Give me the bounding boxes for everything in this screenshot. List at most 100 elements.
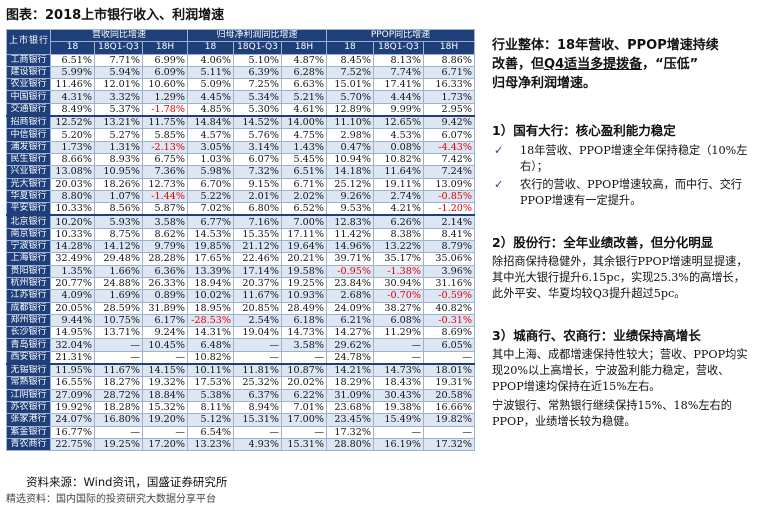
value-cell: 19.32% <box>142 376 188 390</box>
value-cell: 6.80% <box>233 202 282 216</box>
value-cell: 0.47% <box>326 140 374 154</box>
value-cell: 14.73% <box>281 326 327 340</box>
value-cell: 14.15% <box>142 363 188 378</box>
overview-lead: 行业整体： <box>492 38 558 53</box>
overview-line2-pre: 改善，但 <box>492 57 545 72</box>
value-cell: 4.53% <box>373 128 424 142</box>
value-cell: 30.43% <box>373 388 424 402</box>
value-cell: 11.46% <box>50 78 95 92</box>
value-cell: 14.27% <box>326 326 374 340</box>
value-cell: 1.31% <box>94 140 143 154</box>
bank-name-cell: 民生银行 <box>6 152 51 167</box>
bank-name-cell: 浦发银行 <box>6 140 51 154</box>
value-cell: 16.33% <box>422 78 476 92</box>
value-cell: 20.03% <box>50 177 95 191</box>
value-cell: -28.53% <box>187 313 234 328</box>
overview-line1: 18年营收、PPOP增速持续 <box>557 38 719 53</box>
value-cell: 2.01% <box>233 189 282 204</box>
value-cell: 7.32% <box>233 165 282 179</box>
value-cell: 40.82% <box>422 301 476 315</box>
bank-name-cell: 招商银行 <box>6 115 51 130</box>
group-header-revenue: 营收同比增速 <box>50 28 188 43</box>
value-cell: 15.35% <box>233 227 282 242</box>
bank-growth-table: 上市银行 营收同比增速 归母净利润同比增速 PPOP同比增速 18 18Q1-Q… <box>6 28 476 452</box>
value-cell: 38.27% <box>373 301 424 315</box>
bank-name-cell: 上海银行 <box>6 252 51 266</box>
value-cell: 22.75% <box>50 437 95 452</box>
value-cell: 17.53% <box>187 376 234 390</box>
value-cell: 1.35% <box>50 264 95 278</box>
value-cell: 16.77% <box>50 425 95 439</box>
table-row: 成都银行 20.05% 28.59% 31.89% 18.95% 20.85% 28.49%… <box>6 301 476 315</box>
table-row: 苏农银行 19.92% 18.28% 15.32% 8.11% 8.94% 7.01% 23.… <box>6 400 476 415</box>
value-cell: 18.29% <box>326 376 374 390</box>
value-cell: 4.45% <box>187 90 234 104</box>
value-cell: 17.32% <box>326 425 374 439</box>
value-cell: — <box>94 338 143 352</box>
value-cell: 6.99% <box>142 53 188 67</box>
value-cell: 19.64% <box>281 240 327 254</box>
period-header: 18 <box>50 41 95 55</box>
value-cell: — <box>233 425 282 439</box>
value-cell: 7.42% <box>422 152 476 167</box>
overview-line2-post: ，“压低” <box>642 57 699 72</box>
value-cell: 6.08% <box>373 313 424 328</box>
value-cell: 24.07% <box>50 413 95 427</box>
value-cell: 5.20% <box>50 128 95 142</box>
value-cell: 14.00% <box>281 115 327 130</box>
value-cell: 12.89% <box>326 102 374 117</box>
value-cell: -0.31% <box>422 313 476 328</box>
value-cell: 5.85% <box>142 128 188 142</box>
overview-heading: 行业整体：18年营收、PPOP增速持续 改善，但Q4适当多提拨备，“压低” 归母… <box>492 36 752 93</box>
figure-title: 图表：2018上市银行收入、利润增速 <box>6 8 225 23</box>
value-cell: 11.95% <box>50 363 95 378</box>
value-cell: 5.10% <box>233 53 282 67</box>
value-cell: 7.00% <box>281 214 327 229</box>
value-cell: 19.58% <box>281 264 327 278</box>
value-cell: 6.21% <box>326 313 374 328</box>
value-cell: 14.53% <box>187 227 234 242</box>
value-cell: 8.45% <box>326 53 374 67</box>
value-cell: 6.75% <box>142 152 188 167</box>
value-cell: 5.37% <box>94 102 143 117</box>
bank-name-cell: 长沙银行 <box>6 326 51 340</box>
table-row: 南京银行 10.33% 8.75% 8.62% 14.53% 15.35% 17.11% 11… <box>6 227 476 242</box>
value-cell: 6.71% <box>422 65 476 80</box>
table-row: 常熟银行 16.55% 18.27% 19.32% 17.53% 25.32% 20.02%… <box>6 376 476 390</box>
value-cell: 12.52% <box>50 115 95 130</box>
value-cell: 15.01% <box>326 78 374 92</box>
value-cell: 13.71% <box>94 326 143 340</box>
value-cell: 3.58% <box>281 338 327 352</box>
value-cell: 5.11% <box>187 65 234 80</box>
table-row: 贵阳银行 1.35% 1.66% 6.36% 13.39% 17.14% 19.58% -0.… <box>6 264 476 278</box>
table-row: 青农商行 22.75% 19.25% 17.20% 13.23% 4.93% 15.31% 2… <box>6 437 476 452</box>
value-cell: 10.02% <box>187 289 234 303</box>
value-cell: 8.66% <box>50 152 95 167</box>
section-2-title: 2）股份行：全年业绩改善，但分化明显 <box>492 235 714 250</box>
value-cell: 6.70% <box>187 177 234 191</box>
value-cell: 21.31% <box>50 350 95 365</box>
table-row: 中国银行 4.31% 3.32% 1.29% 4.45% 5.34% 5.21% 5.70% 4… <box>6 90 476 104</box>
value-cell: 10.82% <box>373 152 424 167</box>
value-cell: 6.22% <box>281 388 327 402</box>
value-cell: 11.42% <box>326 227 374 242</box>
value-cell: 8.41% <box>422 227 476 242</box>
value-cell: 4.21% <box>373 202 424 216</box>
value-cell: 3.05% <box>187 140 234 154</box>
value-cell: — <box>373 338 424 352</box>
value-cell: 13.23% <box>187 437 234 452</box>
value-cell: 7.36% <box>142 165 188 179</box>
value-cell: 6.48% <box>187 338 234 352</box>
value-cell: 14.28% <box>50 240 95 254</box>
value-cell: 6.07% <box>422 128 476 142</box>
period-header: 18 <box>326 41 374 55</box>
value-cell: 17.65% <box>187 252 234 266</box>
value-cell: 32.49% <box>50 252 95 266</box>
value-cell: 17.11% <box>281 227 327 242</box>
value-cell: 10.60% <box>142 78 188 92</box>
value-cell: 8.11% <box>187 400 234 415</box>
value-cell: 6.17% <box>142 313 188 328</box>
value-cell: -1.38% <box>373 264 424 278</box>
value-cell: 5.34% <box>233 90 282 104</box>
value-cell: 31.89% <box>142 301 188 315</box>
